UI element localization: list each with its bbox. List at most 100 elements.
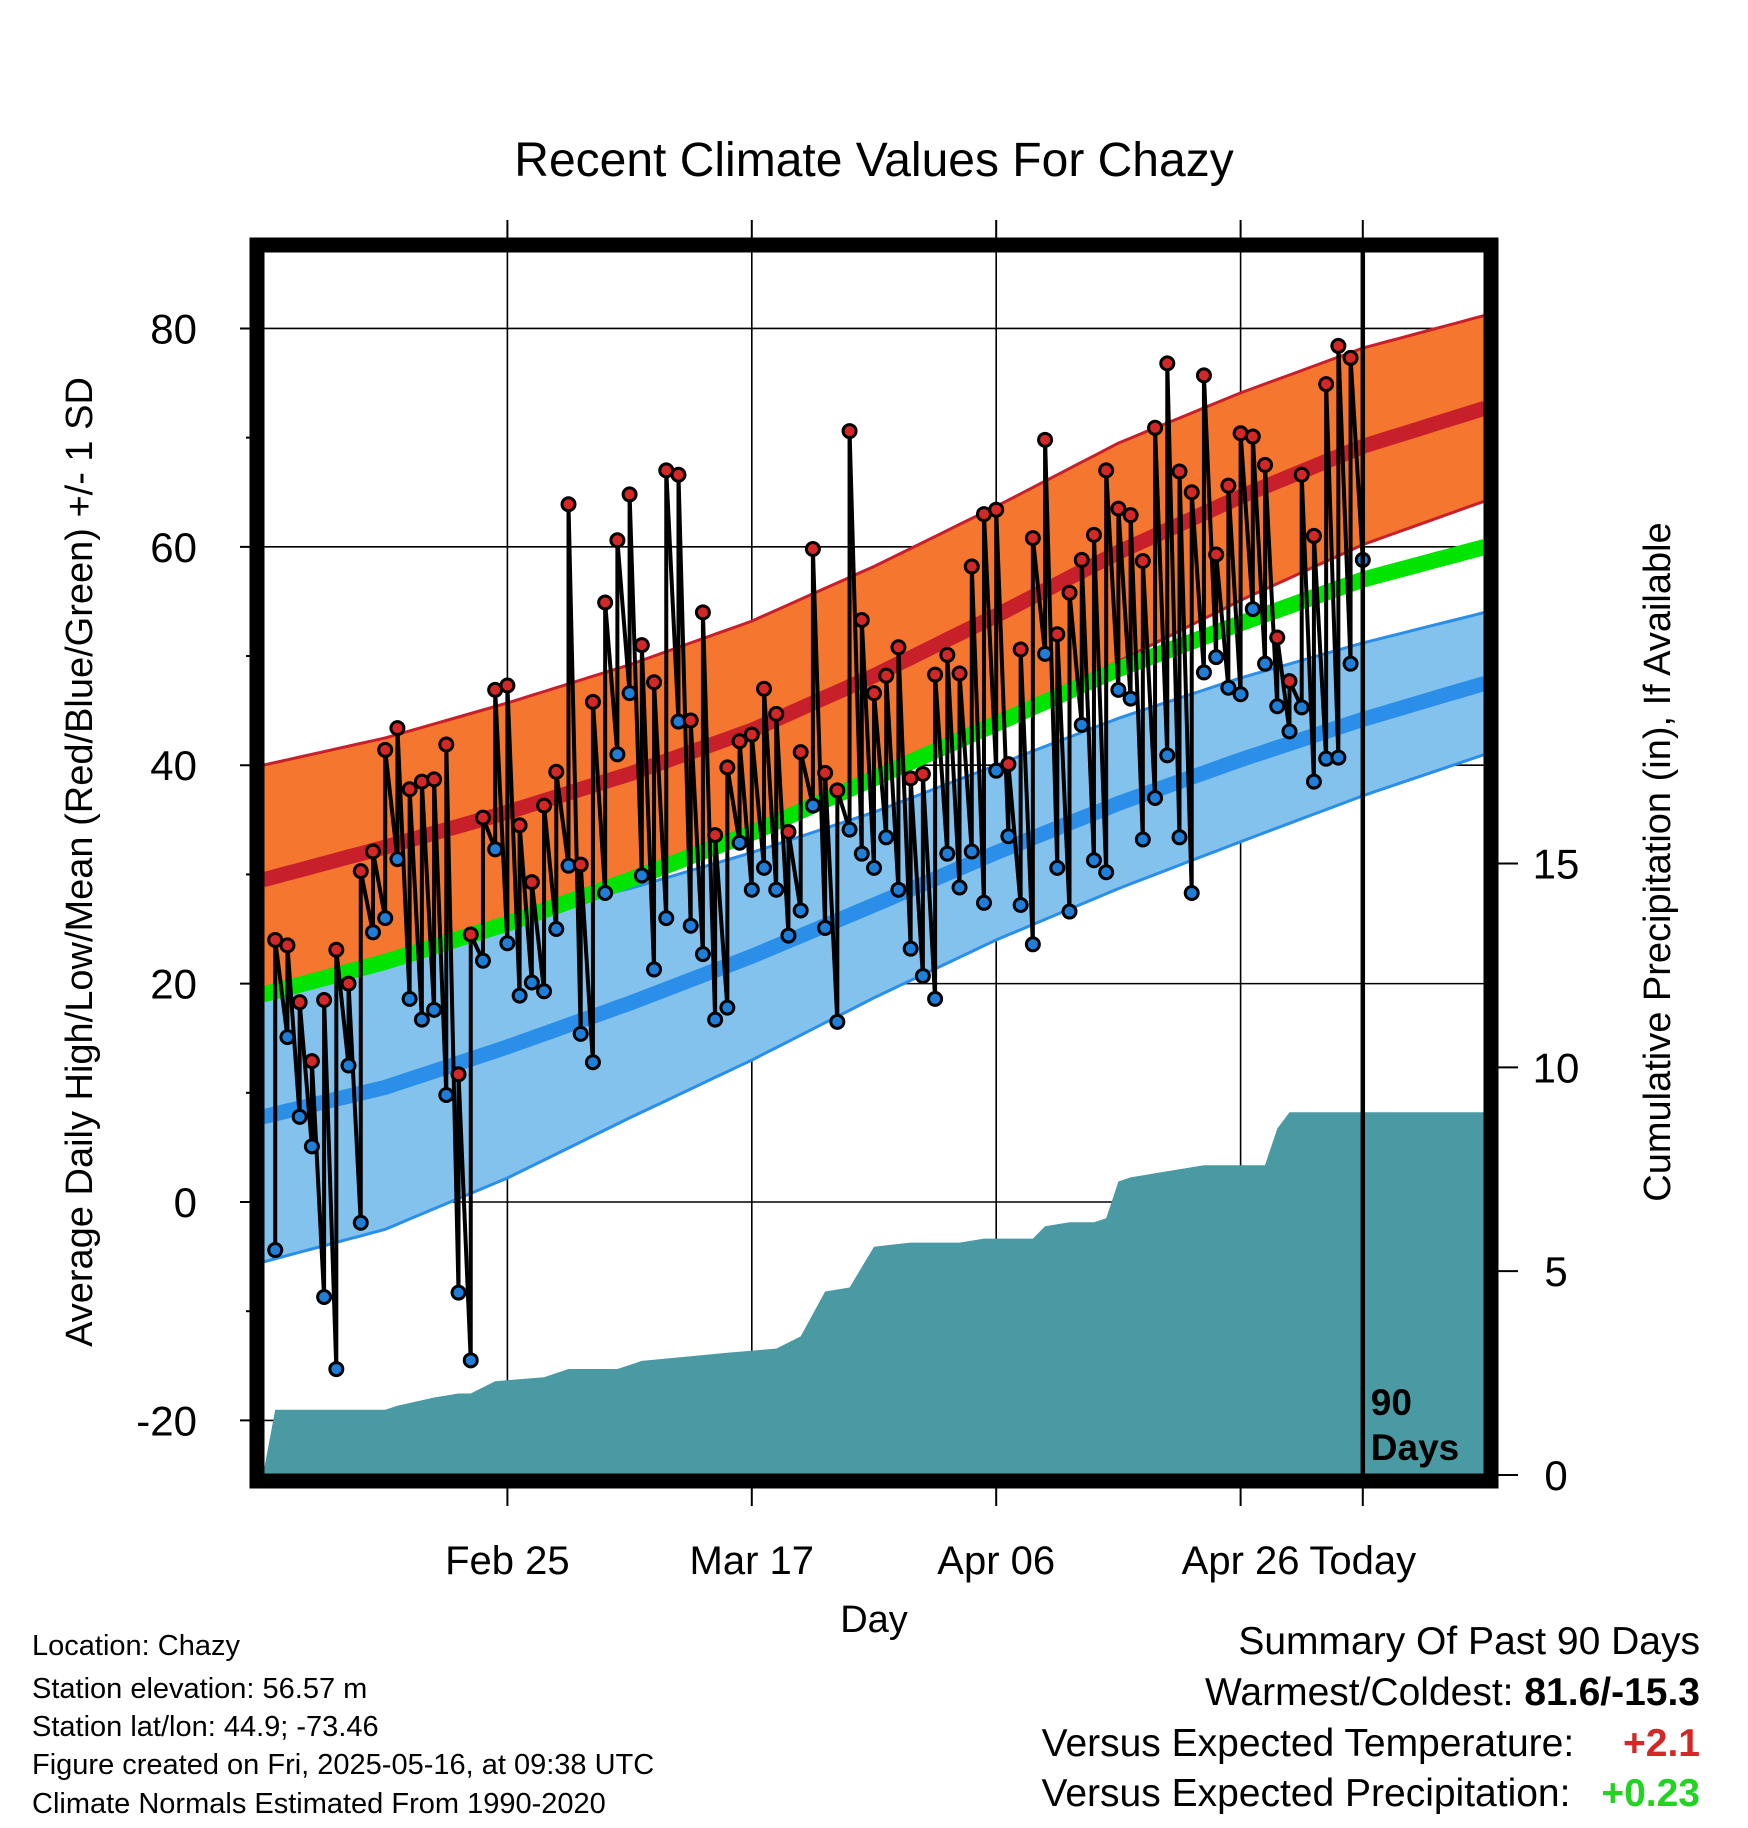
high-point	[377, 741, 394, 758]
obs-range-line	[994, 509, 1011, 837]
precip-value: +0.23	[1601, 1772, 1700, 1815]
obs-range-line	[358, 870, 375, 933]
high-point	[670, 466, 687, 483]
high-point	[1269, 629, 1286, 646]
obs-range-line	[1018, 649, 1035, 945]
summary-warm-cold: Warmest/Coldest: 81.6/-15.3	[1205, 1673, 1700, 1712]
summary-temp: Versus Expected Temperature: +2.1	[1042, 1724, 1700, 1763]
low-point	[572, 1025, 589, 1042]
high-point	[1318, 376, 1335, 393]
high-point	[707, 827, 724, 844]
obs-range-line	[1311, 535, 1329, 759]
low-point	[474, 952, 491, 969]
high-point	[939, 646, 956, 663]
high-point	[1110, 500, 1127, 517]
high-point	[1244, 428, 1261, 445]
low-point	[1195, 664, 1212, 681]
low-point	[853, 845, 870, 862]
obs-range-line	[1165, 363, 1182, 838]
low-point	[1049, 859, 1066, 876]
low-point	[377, 910, 394, 927]
high-point	[1208, 546, 1225, 563]
high-point	[927, 666, 944, 683]
obs-range-line	[322, 999, 339, 1370]
low-point	[1147, 789, 1164, 806]
summary-precip: Versus Expected Precipitation: +0.23	[1042, 1774, 1701, 1813]
low-point	[1244, 601, 1261, 618]
high-point	[1183, 484, 1200, 501]
low-point	[1281, 723, 1298, 740]
high-point	[878, 667, 895, 684]
high-point	[352, 863, 369, 880]
low-point	[413, 1011, 430, 1028]
high-point	[743, 726, 760, 743]
obs-range-line	[981, 513, 999, 771]
y2-tick-label: 15	[1533, 841, 1580, 888]
obs-range-line	[762, 688, 779, 890]
low-point	[1305, 773, 1322, 790]
high-point	[1281, 673, 1298, 690]
obs-range-line	[566, 504, 583, 1034]
obs-range-line	[1336, 345, 1353, 664]
low-point	[1073, 716, 1090, 733]
obs-range-line	[700, 612, 718, 1020]
low-point	[609, 746, 626, 763]
obs-range-line	[1140, 560, 1158, 799]
high-point	[682, 712, 699, 729]
x-tick-label: Apr 26	[1182, 1539, 1300, 1583]
low-point	[1330, 749, 1347, 766]
obs-range-line	[688, 720, 705, 955]
low-point	[1024, 936, 1041, 953]
low-point	[731, 834, 748, 851]
obs-range-line	[908, 778, 925, 977]
high-point	[1305, 527, 1322, 544]
info-latlon: Station lat/lon: 44.9; -73.46	[32, 1711, 379, 1743]
low-point	[878, 829, 895, 846]
low-point	[646, 961, 663, 978]
low-point	[756, 859, 773, 876]
obs-range-line	[371, 851, 388, 919]
obs-range-line	[920, 773, 938, 1000]
low-point	[584, 1054, 601, 1071]
high-point	[597, 594, 614, 611]
high-point	[1342, 349, 1359, 366]
low-point	[743, 881, 760, 898]
obs-range-line	[725, 767, 742, 844]
low-point	[951, 879, 968, 896]
high-point	[756, 680, 773, 697]
high-point	[951, 665, 968, 682]
low-point	[352, 1214, 369, 1231]
low-point	[1208, 649, 1225, 666]
high-point	[1049, 626, 1066, 643]
low-point	[1098, 864, 1115, 881]
high-point	[1171, 463, 1188, 480]
y-tick-label: -20	[136, 1397, 197, 1444]
obs-range-line	[1299, 474, 1316, 782]
y-tick-label: 80	[150, 305, 197, 352]
low-point	[316, 1289, 333, 1306]
low-point	[1134, 831, 1151, 848]
high-point	[621, 486, 638, 503]
low-point	[438, 1086, 455, 1103]
obs-range-line	[859, 619, 876, 868]
low-point	[267, 1242, 284, 1259]
temp-value: +2.1	[1623, 1722, 1700, 1765]
obs-range-line	[957, 673, 974, 852]
high-point	[890, 639, 907, 656]
obs-range-line	[542, 805, 559, 930]
high-point	[584, 693, 601, 710]
high-point	[1000, 756, 1017, 773]
high-point	[633, 637, 650, 654]
obs-range-line	[419, 781, 437, 1010]
low-point	[1183, 884, 1200, 901]
high-point	[866, 685, 882, 702]
low-point	[817, 919, 834, 936]
high-point	[1159, 355, 1176, 372]
low-point	[988, 762, 1005, 779]
obs-range-line	[334, 949, 351, 1066]
low-point	[707, 1011, 724, 1028]
high-point	[694, 604, 711, 621]
low-point	[658, 910, 675, 927]
obs-range-line	[590, 701, 608, 894]
